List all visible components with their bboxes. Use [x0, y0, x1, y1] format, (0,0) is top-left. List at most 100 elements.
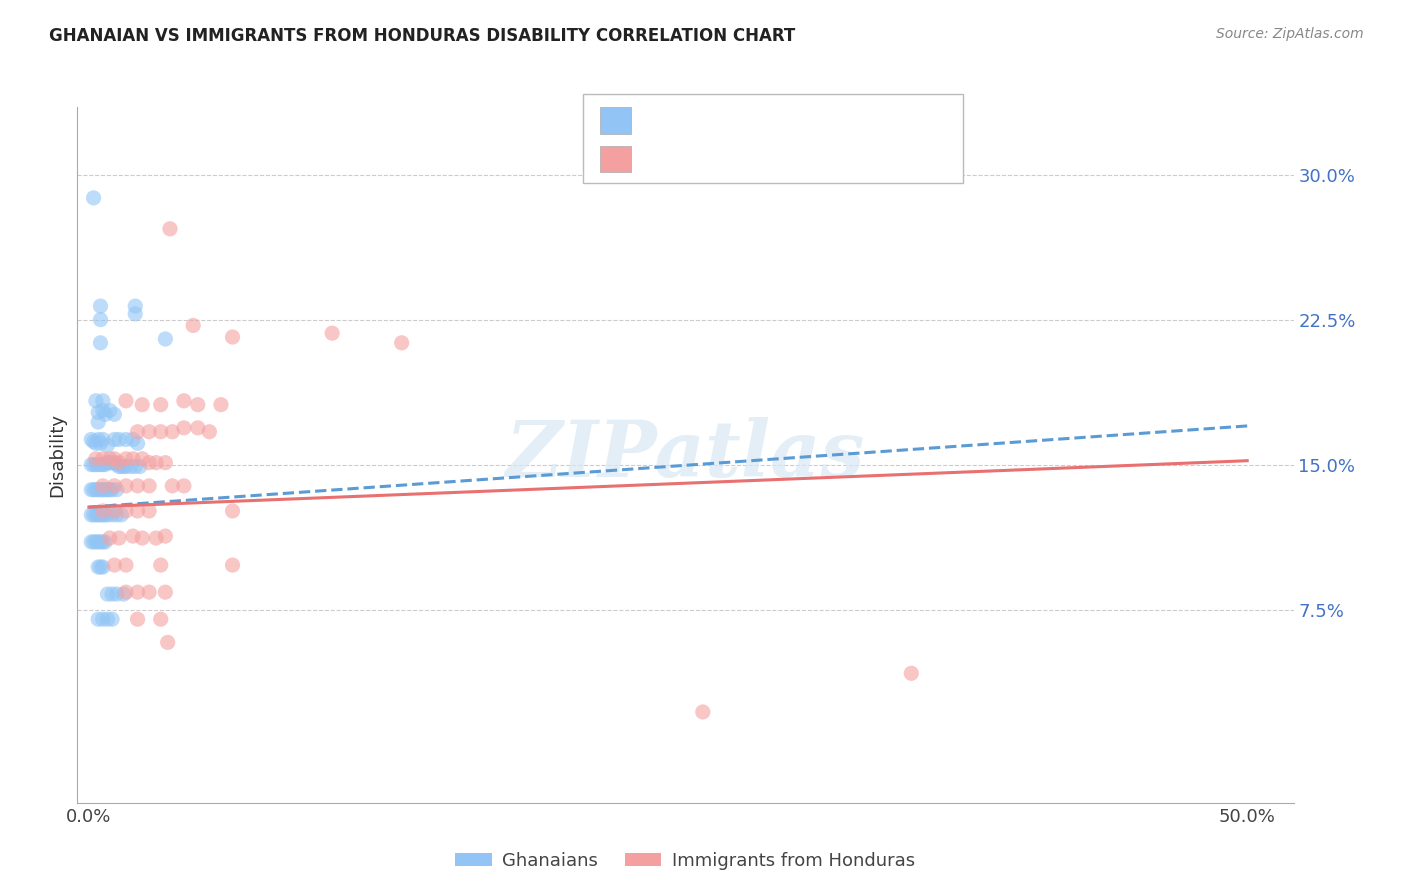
Point [80, 433, 103, 447]
Point [101, 456, 124, 470]
Point [103, 558, 125, 573]
Point [96, 587, 118, 601]
Point [96, 508, 118, 522]
Text: 83: 83 [789, 107, 814, 125]
Point [131, 451, 153, 466]
Point [138, 479, 160, 493]
Point [127, 585, 149, 599]
Point [108, 531, 131, 545]
Point [145, 456, 167, 470]
Point [89, 508, 111, 522]
Point [221, 330, 243, 344]
Point [103, 451, 125, 466]
Point [110, 459, 132, 474]
Point [127, 504, 149, 518]
Text: GHANAIAN VS IMMIGRANTS FROM HONDURAS DISABILITY CORRELATION CHART: GHANAIAN VS IMMIGRANTS FROM HONDURAS DIS… [49, 27, 796, 45]
Point [98, 451, 121, 466]
Point [91, 483, 114, 497]
Point [84, 508, 107, 522]
Point [94, 508, 117, 522]
Point [103, 479, 125, 493]
Point [124, 307, 146, 321]
Text: Source: ZipAtlas.com: Source: ZipAtlas.com [1216, 27, 1364, 41]
Point [156, 635, 179, 649]
Text: 71: 71 [789, 145, 814, 163]
Point [124, 459, 146, 474]
Point [105, 483, 128, 497]
Point [128, 459, 150, 474]
Point [149, 558, 172, 573]
Point [83, 458, 105, 472]
Point [127, 436, 149, 450]
Point [98, 531, 121, 545]
Point [115, 451, 138, 466]
Point [187, 421, 209, 435]
Point [83, 191, 105, 205]
Point [115, 558, 138, 573]
Point [112, 587, 135, 601]
Point [91, 479, 114, 493]
Point [221, 558, 243, 573]
Point [187, 398, 209, 412]
Point [115, 504, 138, 518]
Point [87, 483, 110, 497]
Point [89, 335, 111, 350]
Point [149, 425, 172, 439]
Point [91, 433, 114, 447]
Point [149, 398, 172, 412]
Point [87, 508, 110, 522]
Point [80, 458, 103, 472]
Point [87, 458, 110, 472]
Point [84, 436, 107, 450]
Point [101, 483, 124, 497]
Point [103, 504, 125, 518]
Point [84, 535, 107, 549]
Point [87, 535, 110, 549]
Point [149, 612, 172, 626]
Point [87, 612, 110, 626]
Text: R =: R = [645, 145, 685, 163]
Point [122, 433, 145, 447]
Y-axis label: Disability: Disability [48, 413, 66, 497]
Point [127, 479, 149, 493]
Legend: Ghanaians, Immigrants from Honduras: Ghanaians, Immigrants from Honduras [449, 845, 922, 877]
Point [96, 612, 118, 626]
Point [103, 433, 125, 447]
Point [91, 560, 114, 574]
Point [91, 612, 114, 626]
Point [115, 479, 138, 493]
Point [91, 393, 114, 408]
Point [122, 529, 145, 543]
Point [103, 456, 125, 470]
Point [80, 483, 103, 497]
Point [83, 483, 105, 497]
Point [87, 415, 110, 429]
Point [181, 318, 204, 333]
Point [115, 585, 138, 599]
Point [80, 508, 103, 522]
Point [84, 458, 107, 472]
Point [108, 459, 131, 474]
Point [83, 535, 105, 549]
Point [155, 585, 177, 599]
Point [89, 299, 111, 313]
Point [84, 483, 107, 497]
Point [96, 438, 118, 452]
Point [105, 587, 128, 601]
Point [91, 535, 114, 549]
Point [155, 332, 177, 346]
Point [108, 456, 131, 470]
Point [89, 436, 111, 450]
Point [98, 456, 121, 470]
Point [94, 407, 117, 422]
Point [83, 508, 105, 522]
Point [198, 425, 221, 439]
Point [131, 398, 153, 412]
Point [138, 585, 160, 599]
Point [138, 456, 160, 470]
Point [101, 587, 124, 601]
Point [91, 508, 114, 522]
Text: 0.057: 0.057 [685, 107, 735, 125]
Point [138, 504, 160, 518]
Text: 0.124: 0.124 [685, 145, 735, 163]
